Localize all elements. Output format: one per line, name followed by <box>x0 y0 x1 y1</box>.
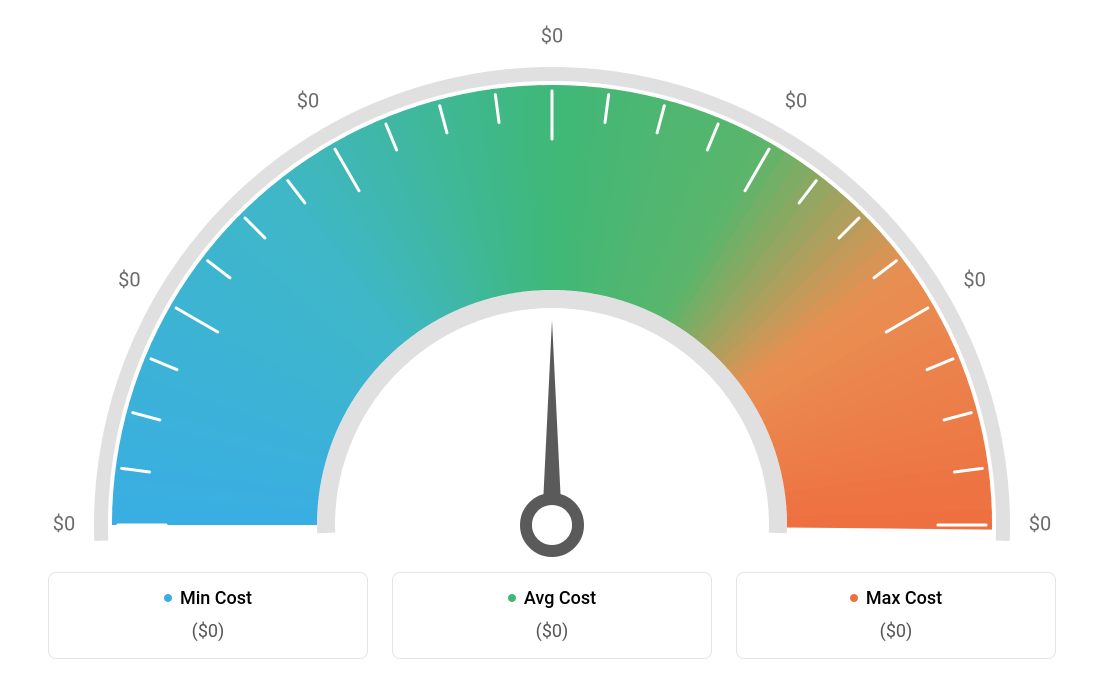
legend-value-max: ($0) <box>747 621 1045 642</box>
legend-title-min: Min Cost <box>164 588 252 609</box>
legend-label-min: Min Cost <box>180 588 252 609</box>
svg-text:$0: $0 <box>1029 511 1051 535</box>
legend-dot-avg <box>508 594 516 602</box>
legend-card-avg: Avg Cost ($0) <box>392 572 712 659</box>
gauge-svg: $0 $0 $0 $0 $0 $0 $0 <box>40 20 1064 580</box>
legend-card-max: Max Cost ($0) <box>736 572 1056 659</box>
legend-value-avg: ($0) <box>403 621 701 642</box>
svg-text:$0: $0 <box>297 89 319 113</box>
legend-dot-max <box>850 594 858 602</box>
legend-row: Min Cost ($0) Avg Cost ($0) Max Cost ($0… <box>40 572 1064 659</box>
svg-text:$0: $0 <box>118 267 140 291</box>
svg-text:$0: $0 <box>963 267 985 291</box>
gauge-chart: $0 $0 $0 $0 $0 $0 $0 <box>40 20 1064 580</box>
svg-text:$0: $0 <box>785 89 807 113</box>
legend-label-max: Max Cost <box>866 588 942 609</box>
legend-dot-min <box>164 594 172 602</box>
legend-value-min: ($0) <box>59 621 357 642</box>
legend-title-max: Max Cost <box>850 588 942 609</box>
legend-title-avg: Avg Cost <box>508 588 596 609</box>
svg-text:$0: $0 <box>53 511 75 535</box>
legend-label-avg: Avg Cost <box>524 588 596 609</box>
gauge-chart-container: $0 $0 $0 $0 $0 $0 $0 Min Cost ($0) Avg Cost ($… <box>0 0 1104 659</box>
legend-card-min: Min Cost ($0) <box>48 572 368 659</box>
svg-text:$0: $0 <box>541 23 563 47</box>
